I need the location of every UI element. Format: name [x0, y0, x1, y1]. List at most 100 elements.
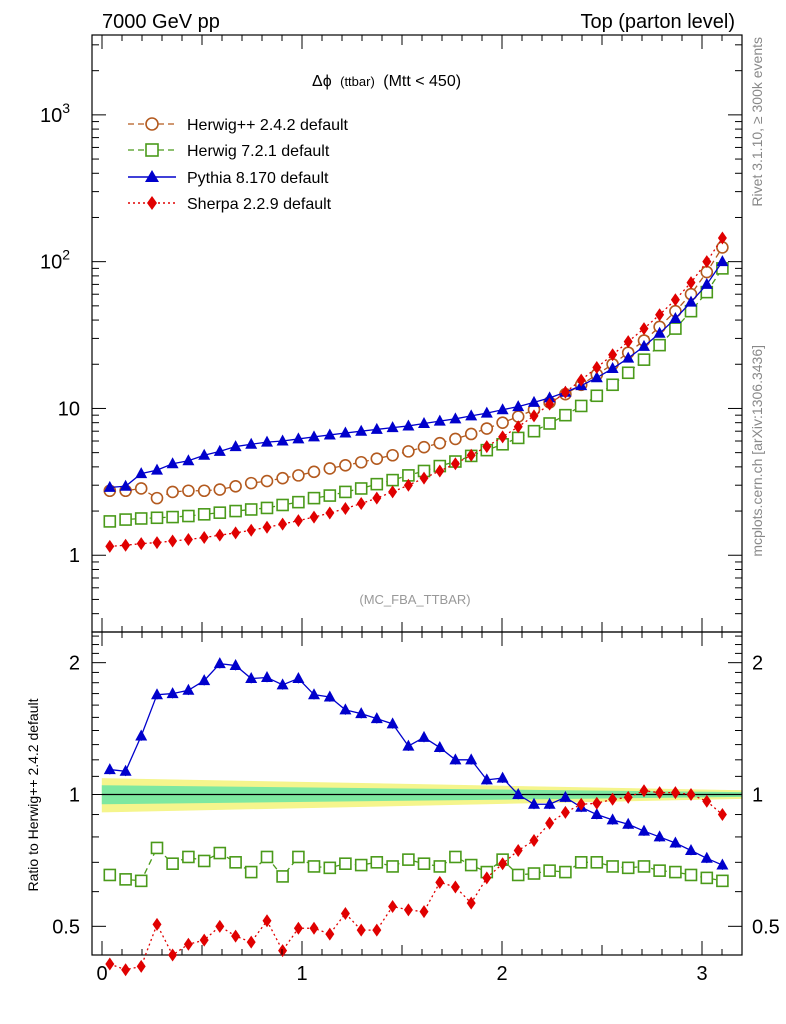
data-point: [543, 797, 556, 809]
data-point: [229, 659, 242, 671]
data-point: [340, 906, 350, 920]
data-point: [309, 921, 319, 935]
data-point: [527, 424, 541, 438]
x-tick-label: 0: [96, 963, 107, 985]
data-point: [309, 510, 319, 524]
data-point: [166, 457, 179, 469]
main-title: Δϕ (ttbar) (Mtt < 450): [312, 73, 461, 90]
data-point: [669, 322, 682, 335]
data-point: [606, 362, 619, 374]
series-line-0: [109, 846, 723, 882]
data-point: [433, 741, 446, 753]
data-point: [417, 857, 431, 870]
data-point: [418, 416, 430, 428]
data-point: [261, 435, 273, 447]
data-point: [166, 510, 179, 524]
data-point: [260, 474, 274, 488]
data-point: [403, 478, 413, 492]
x-tick-label: 1: [296, 963, 307, 985]
ratio-plot-frame: [91, 631, 743, 956]
data-point: [419, 471, 429, 485]
data-point: [244, 865, 258, 879]
data-point: [685, 843, 697, 855]
series-line-2: [109, 261, 723, 489]
legend-item-sherpa: Sherpa 2.2.9 default: [128, 196, 332, 213]
data-point: [152, 917, 162, 931]
data-point: [231, 929, 241, 943]
data-point: [229, 856, 242, 869]
data-point: [183, 533, 193, 547]
data-point: [512, 787, 525, 799]
main-y-tick-label: 102: [40, 247, 70, 274]
main-y-axis: [92, 44, 742, 633]
main-y-tick-label: 103: [40, 100, 70, 127]
data-point: [496, 771, 509, 783]
data-point: [669, 836, 682, 848]
data-point: [293, 921, 303, 935]
data-point: [716, 874, 729, 888]
data-point: [498, 430, 508, 444]
data-point: [653, 864, 666, 877]
data-point: [419, 905, 429, 919]
data-point: [119, 479, 132, 491]
data-point: [435, 875, 445, 889]
data-point: [637, 860, 651, 873]
data-point: [449, 412, 462, 424]
data-point: [323, 428, 336, 440]
data-point: [323, 690, 336, 702]
data-point: [198, 448, 211, 460]
ratio-y-tick-label-right: 2: [752, 653, 763, 675]
data-point: [480, 406, 493, 418]
data-point: [262, 914, 272, 928]
data-point: [590, 808, 603, 820]
data-point: [370, 712, 383, 724]
data-point: [355, 424, 368, 436]
data-point: [529, 409, 539, 423]
data-point: [339, 485, 352, 499]
data-point: [168, 948, 178, 962]
data-point: [543, 864, 556, 877]
data-point: [621, 861, 635, 875]
data-point: [136, 537, 146, 551]
data-point: [339, 857, 352, 870]
data-point: [639, 784, 649, 798]
data-point: [292, 850, 305, 864]
data-point: [670, 786, 680, 800]
header-left: 7000 GeV pp: [102, 11, 220, 33]
data-point: [213, 657, 226, 669]
data-point: [576, 373, 586, 387]
data-point: [246, 523, 256, 537]
data-point: [655, 308, 665, 322]
data-point: [559, 408, 572, 422]
legend-label-sherpa: Sherpa 2.2.9 default: [187, 196, 332, 213]
data-point: [244, 476, 258, 490]
data-point: [229, 504, 242, 518]
data-point: [340, 502, 350, 516]
data-point: [215, 528, 225, 542]
data-point: [213, 483, 227, 496]
data-point: [700, 851, 713, 863]
data-point: [150, 841, 164, 855]
data-point: [276, 870, 289, 883]
data-point: [370, 477, 384, 491]
data-point: [639, 322, 649, 336]
data-point: [276, 498, 289, 512]
data-point: [355, 707, 368, 719]
ratio-series-group: [103, 657, 729, 977]
data-point: [622, 817, 635, 829]
data-point: [354, 482, 368, 495]
data-point: [135, 729, 148, 741]
data-point: [134, 874, 148, 888]
x-axis: [101, 35, 743, 955]
data-point: [480, 773, 493, 785]
data-point: [151, 463, 163, 475]
data-point: [435, 464, 445, 478]
data-point: [246, 935, 256, 949]
data-point: [464, 858, 478, 872]
data-point: [433, 436, 447, 450]
series-line-0: [109, 247, 723, 499]
data-point: [574, 856, 588, 869]
data-point: [638, 824, 650, 836]
data-point: [323, 462, 337, 475]
